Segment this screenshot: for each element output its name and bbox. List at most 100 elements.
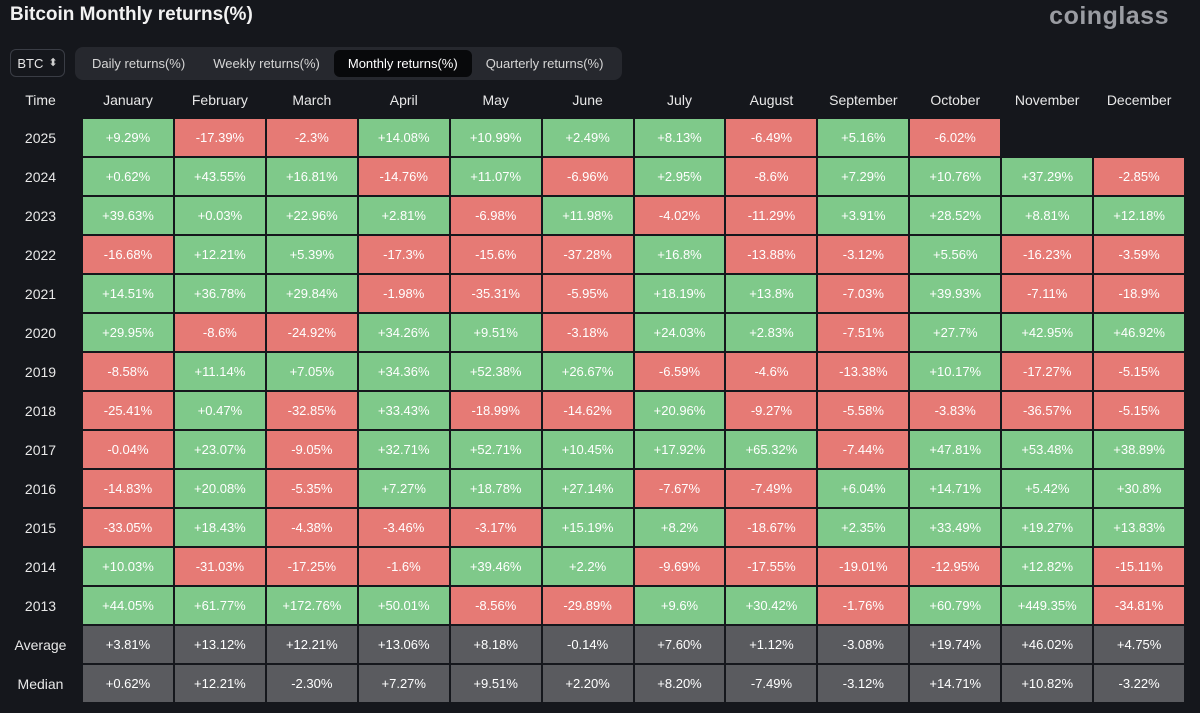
return-cell: +19.74% <box>910 626 1001 663</box>
return-cell: +3.81% <box>83 626 173 663</box>
column-header-december: December <box>1106 92 1172 108</box>
return-cell: -2.30% <box>266 665 357 702</box>
return-cell: +7.27% <box>358 665 449 702</box>
chevron-updown-icon: ⬍ <box>48 56 58 69</box>
return-cell: -2.85% <box>1094 158 1185 195</box>
column-header-may: May <box>482 92 509 108</box>
return-cell: +37.29% <box>1002 158 1093 195</box>
return-cell: +24.03% <box>634 314 725 351</box>
return-cell: -11.29% <box>726 197 817 234</box>
return-cell: +18.19% <box>634 275 725 312</box>
table-row: 2018 -25.41% +0.47% -32.85% +33.43% -18.99% -1… <box>0 391 1185 430</box>
coin-select-value: BTC <box>17 55 44 71</box>
return-cell: +10.45% <box>542 431 633 468</box>
return-cell: -7.67% <box>634 470 725 507</box>
return-cell: -31.03% <box>174 548 265 585</box>
summary-row-average: Average +3.81% +13.12% +12.21% +13.06% +8.18%… <box>0 625 1185 664</box>
return-cell: -9.05% <box>266 431 357 468</box>
return-cell: -17.27% <box>1002 353 1093 390</box>
row-label: 2022 <box>24 246 57 263</box>
column-header-october: October <box>930 92 981 108</box>
return-cell: +52.38% <box>450 353 541 390</box>
column-header-november: November <box>1014 92 1080 108</box>
return-cell: +15.19% <box>542 509 633 546</box>
return-cell: +16.81% <box>266 158 357 195</box>
return-cell: +0.62% <box>83 158 173 195</box>
page-title: Bitcoin Monthly returns(%) <box>10 4 253 25</box>
return-cell: +9.51% <box>450 314 541 351</box>
table-row: 2024 +0.62% +43.55% +16.81% -14.76% +11.07% -6… <box>0 157 1185 196</box>
return-cell: -3.17% <box>450 509 541 546</box>
return-cell: +39.93% <box>910 275 1001 312</box>
return-cell: +12.21% <box>174 665 265 702</box>
return-cell: +172.76% <box>266 587 357 624</box>
return-cell: +14.51% <box>83 275 173 312</box>
return-cell: +22.96% <box>266 197 357 234</box>
return-cell: -5.15% <box>1094 392 1185 429</box>
return-cell: +2.83% <box>726 314 817 351</box>
return-cell: +27.7% <box>910 314 1001 351</box>
tab-weekly-returns[interactable]: Weekly returns(%) <box>213 56 320 71</box>
return-cell: +34.36% <box>358 353 449 390</box>
column-header-march: March <box>292 92 332 108</box>
return-cell: +2.49% <box>542 119 633 156</box>
row-label: 2017 <box>24 441 57 458</box>
return-cell: +39.46% <box>450 548 541 585</box>
tab-quarterly-returns[interactable]: Quarterly returns(%) <box>485 56 604 71</box>
return-cell: -1.98% <box>358 275 449 312</box>
tab-daily-returns[interactable]: Daily returns(%) <box>92 56 186 71</box>
return-cell: -7.03% <box>818 275 909 312</box>
return-cell: +36.78% <box>174 275 265 312</box>
summary-row-median: Median +0.62% +12.21% -2.30% +7.27% +9.51% +2.… <box>0 664 1185 703</box>
return-cell: +19.27% <box>1002 509 1093 546</box>
return-cell: -8.56% <box>450 587 541 624</box>
return-cell: -18.9% <box>1094 275 1185 312</box>
return-cell: -7.44% <box>818 431 909 468</box>
return-cell: -17.39% <box>174 119 265 156</box>
return-cell: -5.58% <box>818 392 909 429</box>
return-cell: +27.14% <box>542 470 633 507</box>
return-cell: +30.8% <box>1094 470 1185 507</box>
return-cell: +29.95% <box>83 314 173 351</box>
return-cell: -35.31% <box>450 275 541 312</box>
return-cell: +13.06% <box>358 626 449 663</box>
row-label: 2024 <box>24 168 57 185</box>
return-cell: +5.16% <box>818 119 909 156</box>
return-cell: -6.49% <box>726 119 817 156</box>
row-label: 2021 <box>24 285 57 302</box>
return-cell: +0.62% <box>83 665 173 702</box>
return-cell: -4.38% <box>266 509 357 546</box>
return-cell: -14.62% <box>542 392 633 429</box>
return-cell: -13.88% <box>726 236 817 273</box>
return-cell: -15.11% <box>1094 548 1185 585</box>
return-cell: +20.96% <box>634 392 725 429</box>
return-cell: +18.43% <box>174 509 265 546</box>
coin-select[interactable]: BTC ⬍ <box>10 49 65 77</box>
return-cell: +12.18% <box>1094 197 1185 234</box>
table-row: 2025 +9.29% -17.39% -2.3% +14.08% +10.99% +2.4… <box>0 118 1185 157</box>
return-cell: -6.96% <box>542 158 633 195</box>
return-cell: +44.05% <box>83 587 173 624</box>
tab-monthly-returns[interactable]: Monthly returns(%) <box>333 50 472 77</box>
return-cell: -16.68% <box>83 236 173 273</box>
return-cell: +60.79% <box>910 587 1001 624</box>
return-cell: +5.42% <box>1002 470 1093 507</box>
column-header-february: February <box>191 92 248 108</box>
return-cell: -12.95% <box>910 548 1001 585</box>
table-row: 2015 -33.05% +18.43% -4.38% -3.46% -3.17% +15.… <box>0 508 1185 547</box>
return-cell: +7.29% <box>818 158 909 195</box>
return-cell: -6.02% <box>910 119 1001 156</box>
return-cell: +12.21% <box>266 626 357 663</box>
return-cell: +7.05% <box>266 353 357 390</box>
return-cell: +8.13% <box>634 119 725 156</box>
return-cell: -15.6% <box>450 236 541 273</box>
return-cell: -3.59% <box>1094 236 1185 273</box>
return-cell: +26.67% <box>542 353 633 390</box>
return-cell: -3.12% <box>818 236 909 273</box>
return-cell: -29.89% <box>542 587 633 624</box>
return-cell: +52.71% <box>450 431 541 468</box>
return-cell: -1.6% <box>358 548 449 585</box>
table-row: 2014 +10.03% -31.03% -17.25% -1.6% +39.46% +2.… <box>0 547 1185 586</box>
return-cell: -19.01% <box>818 548 909 585</box>
column-header-january: January <box>103 92 153 108</box>
